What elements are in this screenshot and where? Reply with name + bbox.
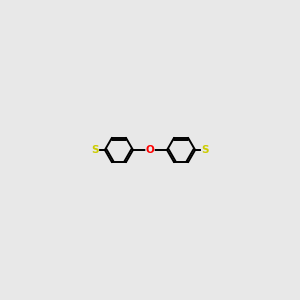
- Text: S: S: [91, 145, 99, 155]
- Text: S: S: [201, 145, 209, 155]
- Text: O: O: [146, 145, 154, 155]
